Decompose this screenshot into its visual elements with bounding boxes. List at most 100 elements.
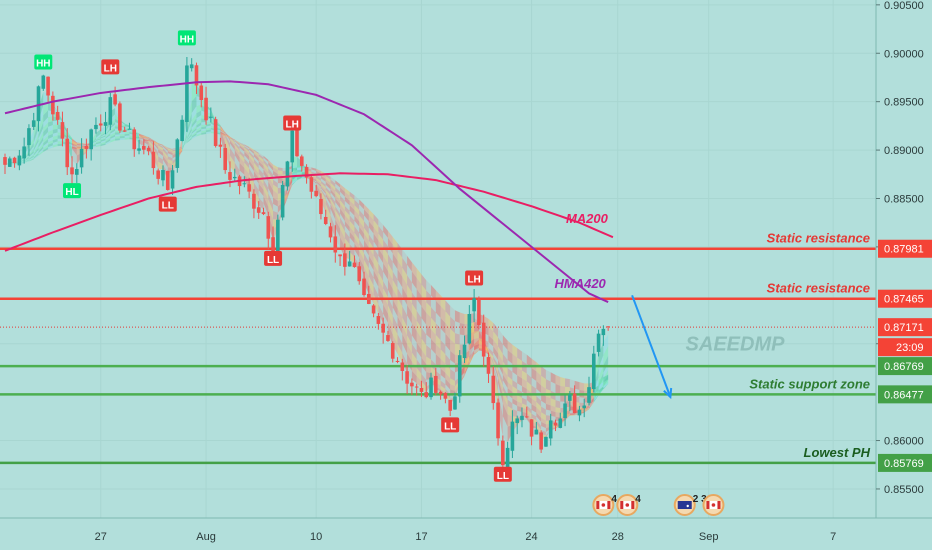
- candle-body[interactable]: [247, 184, 251, 192]
- candle-body[interactable]: [362, 278, 366, 296]
- candle-body[interactable]: [438, 391, 443, 395]
- candle-body[interactable]: [453, 396, 457, 410]
- candle-body[interactable]: [108, 97, 113, 125]
- candle-body[interactable]: [295, 130, 299, 157]
- candle-body[interactable]: [572, 393, 577, 414]
- candle-body[interactable]: [496, 402, 500, 439]
- candle-body[interactable]: [319, 199, 323, 215]
- candle-body[interactable]: [462, 344, 467, 359]
- candle-body[interactable]: [357, 266, 362, 282]
- candle-body[interactable]: [185, 65, 189, 122]
- price-axis[interactable]: 0.905000.900000.895000.890000.885000.880…: [875, 0, 932, 550]
- candle-body[interactable]: [98, 123, 103, 126]
- candle-body[interactable]: [338, 254, 342, 257]
- candle-body[interactable]: [170, 170, 175, 189]
- candle-body[interactable]: [395, 360, 400, 362]
- candle-body[interactable]: [70, 167, 74, 175]
- candle-body[interactable]: [7, 158, 12, 167]
- candle-body[interactable]: [606, 326, 610, 328]
- candle-body[interactable]: [232, 176, 237, 179]
- candle-body[interactable]: [367, 293, 371, 304]
- candle-body[interactable]: [400, 362, 405, 371]
- candle-body[interactable]: [371, 305, 376, 314]
- candle-body[interactable]: [410, 382, 414, 387]
- candle-body[interactable]: [601, 328, 606, 336]
- candle-body[interactable]: [127, 128, 132, 130]
- candle-body[interactable]: [405, 371, 409, 384]
- candle-body[interactable]: [84, 145, 89, 149]
- candle-body[interactable]: [381, 323, 385, 333]
- candle-body[interactable]: [314, 190, 318, 197]
- price-tag[interactable]: [878, 318, 932, 337]
- candle-body[interactable]: [534, 429, 539, 435]
- candle-body[interactable]: [390, 343, 395, 359]
- candle-body[interactable]: [151, 151, 156, 169]
- candle-body[interactable]: [204, 97, 208, 121]
- price-tag[interactable]: [878, 289, 932, 308]
- candle-body[interactable]: [41, 75, 46, 89]
- candle-body[interactable]: [17, 155, 22, 166]
- candle-body[interactable]: [51, 95, 55, 115]
- candle-body[interactable]: [414, 386, 419, 388]
- price-tag[interactable]: [878, 453, 932, 472]
- candle-body[interactable]: [103, 122, 108, 126]
- candle-body[interactable]: [544, 436, 548, 447]
- candle-body[interactable]: [261, 212, 266, 215]
- candle-body[interactable]: [323, 216, 328, 224]
- candle-body[interactable]: [3, 157, 7, 165]
- candle-body[interactable]: [132, 129, 137, 150]
- candle-body[interactable]: [60, 122, 65, 139]
- candle-body[interactable]: [328, 226, 333, 238]
- candle-body[interactable]: [457, 355, 462, 397]
- candle-body[interactable]: [515, 418, 519, 424]
- candle-body[interactable]: [529, 419, 534, 437]
- candle-body[interactable]: [36, 86, 41, 122]
- candle-body[interactable]: [568, 394, 572, 401]
- events-layer[interactable]: 4 4 2 3: [592, 494, 725, 516]
- candle-body[interactable]: [194, 65, 199, 86]
- candle-body[interactable]: [304, 167, 309, 178]
- candle-body[interactable]: [352, 262, 357, 268]
- candle-body[interactable]: [118, 103, 122, 131]
- candle-body[interactable]: [55, 111, 60, 120]
- candle-body[interactable]: [443, 392, 448, 399]
- candle-body[interactable]: [113, 94, 117, 105]
- price-tag[interactable]: [878, 357, 932, 376]
- candle-body[interactable]: [290, 130, 295, 163]
- candle-body[interactable]: [175, 139, 180, 168]
- candle-body[interactable]: [161, 169, 165, 181]
- candle-body[interactable]: [180, 119, 184, 141]
- candle-body[interactable]: [271, 237, 275, 257]
- candle-body[interactable]: [510, 421, 515, 451]
- candle-body[interactable]: [419, 387, 424, 392]
- candle-body[interactable]: [386, 335, 390, 341]
- candle-body[interactable]: [347, 261, 352, 267]
- candle-body[interactable]: [553, 422, 558, 426]
- candle-body[interactable]: [477, 299, 481, 326]
- candle-body[interactable]: [209, 116, 213, 118]
- candle-body[interactable]: [582, 405, 587, 409]
- candle-body[interactable]: [65, 138, 70, 168]
- candle-body[interactable]: [276, 219, 280, 255]
- candle-body[interactable]: [122, 130, 127, 132]
- candle-body[interactable]: [429, 377, 433, 398]
- candle-body[interactable]: [223, 148, 227, 171]
- candle-body[interactable]: [213, 119, 218, 146]
- candle-body[interactable]: [309, 177, 314, 192]
- candle-body[interactable]: [299, 156, 304, 166]
- time-axis[interactable]: 27 Aug 10 17 24 28 Sep 7: [0, 517, 932, 550]
- event-marker[interactable]: [702, 494, 725, 516]
- event-marker[interactable]: 2 3: [673, 494, 707, 516]
- candle-body[interactable]: [524, 416, 529, 418]
- candle-body[interactable]: [280, 184, 285, 218]
- candle-body[interactable]: [448, 399, 452, 411]
- candle-body[interactable]: [343, 253, 347, 267]
- event-marker[interactable]: 4: [616, 494, 641, 516]
- candle-body[interactable]: [79, 148, 84, 168]
- candle-body[interactable]: [577, 409, 582, 416]
- candle-body[interactable]: [242, 183, 247, 185]
- candle-body[interactable]: [146, 147, 151, 152]
- candle-body[interactable]: [27, 128, 31, 146]
- candle-body[interactable]: [75, 169, 79, 175]
